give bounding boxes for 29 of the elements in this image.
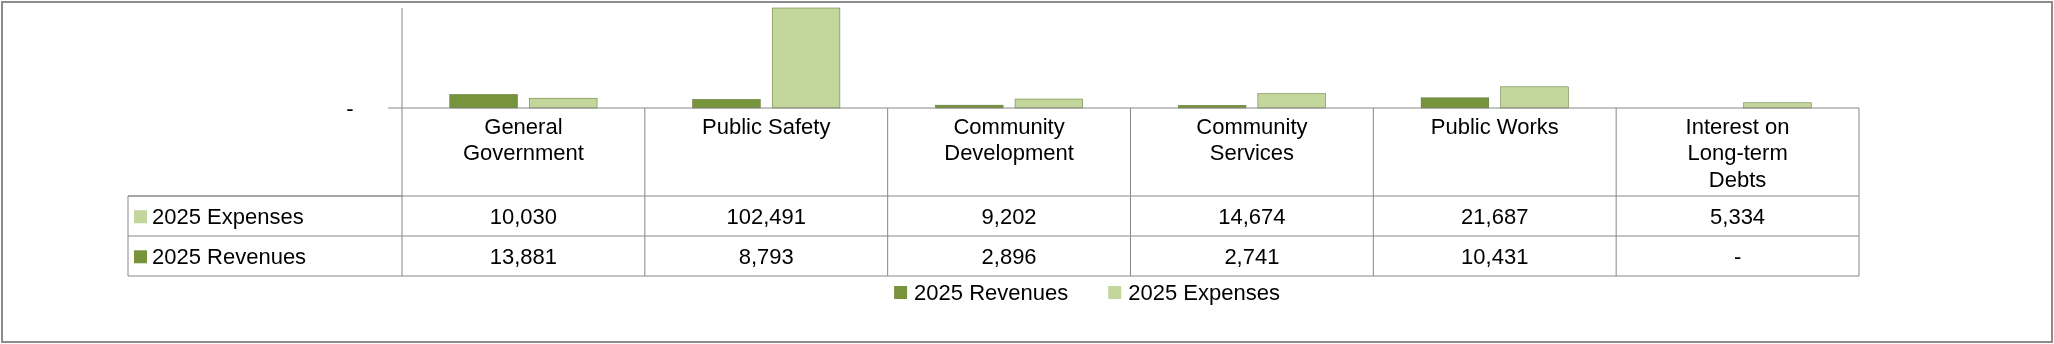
- data-label: 13,881: [489, 243, 558, 269]
- x-tick-label: Public Safety: [702, 114, 831, 139]
- bar: [1257, 93, 1326, 109]
- bar: [449, 94, 518, 109]
- x-tick-label: Public Works: [1430, 114, 1559, 139]
- data-label: -: [1733, 243, 1742, 269]
- data-label: 2,896: [981, 243, 1037, 269]
- x-tick-label: General Government: [462, 114, 584, 166]
- data-label: 10,431: [1461, 243, 1529, 269]
- data-label: 14,674: [1218, 203, 1286, 229]
- bar: [771, 7, 841, 109]
- legend-label: 2025 Revenues: [914, 280, 1069, 305]
- text: 2025 Expenses: [152, 203, 304, 229]
- data-label: 21,687: [1461, 203, 1529, 229]
- data-label: 2,741: [1224, 243, 1280, 269]
- data-label: 5,334: [1710, 203, 1766, 229]
- legend-label: 2025 Expenses: [1128, 280, 1280, 305]
- x-tick-label: Interest on Long-term Debts: [1685, 114, 1790, 192]
- data-label: 8,793: [738, 243, 794, 269]
- data-label: 9,202: [981, 203, 1037, 229]
- x-tick-label: Community Services: [1196, 114, 1308, 166]
- text: 2025 Revenues: [152, 243, 307, 269]
- bar: [1500, 86, 1569, 109]
- data-label: 102,491: [726, 203, 807, 229]
- x-tick-label: Community Development: [944, 114, 1074, 166]
- data-label: 10,030: [489, 203, 558, 229]
- bar: [1420, 97, 1490, 109]
- bar: [1014, 98, 1083, 109]
- text: -: [346, 96, 354, 121]
